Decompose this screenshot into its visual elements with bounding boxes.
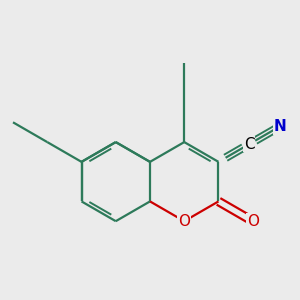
Text: O: O: [178, 214, 190, 229]
Text: N: N: [274, 119, 286, 134]
Text: C: C: [244, 136, 255, 152]
Text: O: O: [247, 214, 259, 229]
